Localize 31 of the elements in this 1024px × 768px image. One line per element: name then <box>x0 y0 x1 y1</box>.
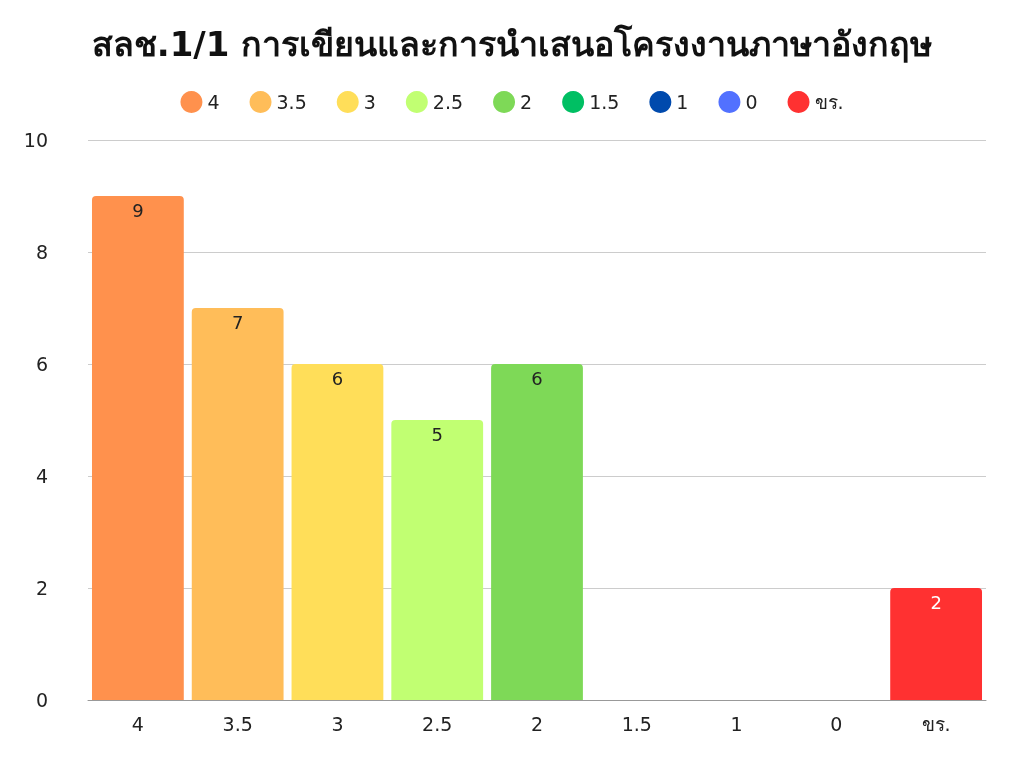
legend-label: 4 <box>207 91 220 113</box>
data-label: 7 <box>231 311 244 333</box>
legend-label: 1 <box>676 91 689 113</box>
y-tick-label: 8 <box>35 241 48 263</box>
data-label: 2 <box>930 591 942 613</box>
chart-title: สลช.1/1 การเขียนและการนำเสนอโครงงานภาษาอังกฤษ <box>91 24 933 64</box>
legend-label: 2.5 <box>432 91 464 113</box>
data-label: 6 <box>331 367 344 389</box>
x-tick-label: 1 <box>730 712 743 735</box>
x-tick-label: 4 <box>131 712 144 735</box>
x-tick-label: 3.5 <box>222 712 253 735</box>
y-tick-label: 4 <box>35 465 48 487</box>
x-tick-label: 2 <box>530 712 544 735</box>
data-label: 9 <box>132 199 144 221</box>
x-tick-label: 3 <box>331 712 344 735</box>
legend-label: 3.5 <box>276 91 307 113</box>
y-tick-label: 2 <box>35 577 48 599</box>
legend-label: ขร. <box>814 91 844 113</box>
legend-label: 0 <box>745 91 758 113</box>
data-label: 5 <box>431 423 443 445</box>
x-tick-label: 2.5 <box>422 712 453 735</box>
y-tick-label: 6 <box>35 353 48 375</box>
x-tick-label: ขร. <box>921 712 951 735</box>
x-tick-label: 0 <box>830 712 843 735</box>
x-tick-label: 1.5 <box>621 712 652 735</box>
legend-label: 2 <box>520 91 533 113</box>
y-tick-label: 0 <box>35 689 48 711</box>
y-tick-label: 10 <box>23 129 48 151</box>
data-label: 6 <box>531 367 543 389</box>
legend-label: 3 <box>363 91 376 113</box>
legend-label: 1.5 <box>589 91 620 113</box>
